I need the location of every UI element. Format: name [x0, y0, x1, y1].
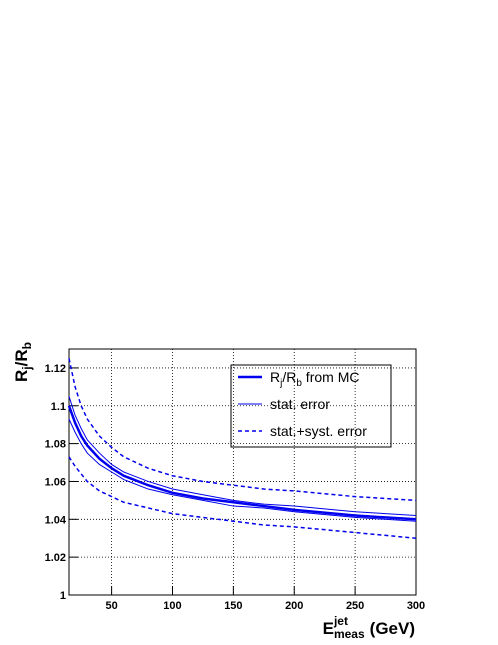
x-label-sup: jet	[333, 614, 348, 628]
y-tick-label: 1.04	[45, 514, 67, 526]
x-tick-label: 100	[163, 600, 181, 612]
label-part: R	[12, 370, 31, 382]
label-part: stat. error	[270, 396, 330, 412]
series-line	[68, 418, 417, 522]
label-part: /R	[12, 349, 31, 366]
y-tick-label: 1	[60, 590, 66, 602]
label-part: /R	[282, 369, 296, 385]
y-axis-label: Rj/Rb	[12, 342, 34, 382]
legend-label: Rj/Rb from MC	[270, 369, 359, 389]
x-label-base: E	[323, 619, 334, 638]
y-tick-label: 1.02	[45, 552, 66, 564]
y-tick-label: 1.1	[51, 401, 66, 413]
x-tick-label: 300	[407, 600, 425, 612]
y-tick-label: 1.12	[45, 363, 66, 375]
y-tick-label: 1.06	[45, 476, 66, 488]
x-label-sub: meas	[334, 627, 365, 641]
y-tick-label: 1.08	[45, 439, 66, 451]
label-part: b	[20, 342, 34, 349]
label-part: j	[20, 366, 34, 370]
label-part: from MC	[302, 369, 360, 385]
x-tick-label: 200	[285, 600, 303, 612]
series-line	[67, 405, 417, 521]
label-part: j	[279, 378, 282, 389]
series-line	[68, 358, 417, 502]
x-axis-label: Emeasjet (GeV)	[323, 614, 415, 641]
label-part: R	[270, 369, 280, 385]
series-line	[68, 396, 417, 517]
x-tick-label: 50	[105, 600, 117, 612]
series-line	[68, 456, 417, 539]
x-label-unit: (GeV)	[370, 619, 415, 638]
label-part: b	[296, 378, 302, 389]
x-tick-label: 150	[224, 600, 242, 612]
plot-frame	[68, 348, 417, 596]
x-tick-label: 250	[346, 600, 364, 612]
legend-label: stat.+syst. error	[270, 423, 367, 439]
label-part: stat.+syst. error	[270, 423, 367, 439]
legend-label: stat. error	[270, 396, 330, 412]
